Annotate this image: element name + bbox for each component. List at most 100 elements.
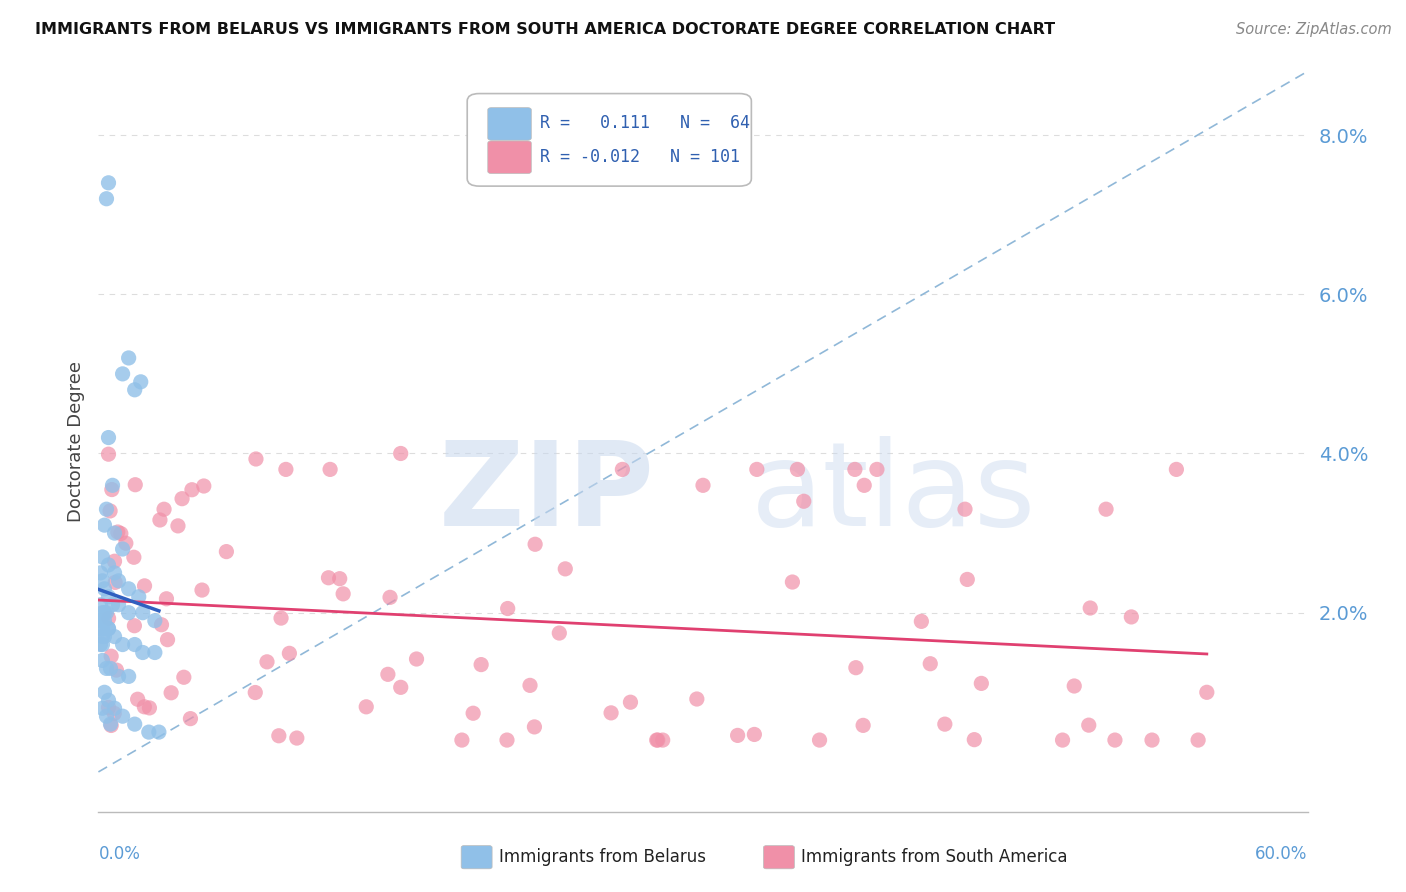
Point	[920, 657, 942, 671]
Point	[93, 630, 115, 644]
Point	[111, 638, 134, 652]
Point	[118, 606, 141, 620]
Point	[107, 598, 129, 612]
Point	[97, 622, 120, 636]
Point	[93, 685, 115, 699]
Point	[91, 638, 114, 652]
Point	[97, 447, 120, 461]
Point	[97, 611, 120, 625]
Point	[329, 572, 352, 586]
Text: atlas: atlas	[751, 436, 1036, 551]
Point	[91, 574, 114, 588]
FancyBboxPatch shape	[488, 108, 531, 140]
Text: IMMIGRANTS FROM BELARUS VS IMMIGRANTS FROM SOUTH AMERICA DOCTORATE DEGREE CORREL: IMMIGRANTS FROM BELARUS VS IMMIGRANTS FR…	[35, 22, 1056, 37]
Point	[1104, 733, 1126, 747]
Point	[612, 462, 634, 476]
Text: ZIP: ZIP	[439, 436, 655, 551]
FancyBboxPatch shape	[467, 94, 751, 186]
Point	[866, 462, 889, 476]
Point	[270, 611, 292, 625]
FancyBboxPatch shape	[488, 141, 531, 174]
Point	[93, 582, 115, 596]
Point	[89, 638, 111, 652]
Point	[745, 462, 768, 476]
Point	[96, 661, 118, 675]
Point	[389, 681, 412, 695]
Point	[103, 566, 125, 580]
Point	[143, 614, 166, 628]
Point	[124, 618, 146, 632]
Point	[100, 649, 122, 664]
Point	[548, 626, 571, 640]
Point	[215, 544, 238, 558]
Point	[97, 622, 120, 636]
Point	[727, 728, 749, 742]
Point	[91, 606, 114, 620]
Point	[114, 536, 136, 550]
Point	[138, 725, 160, 739]
Point	[91, 614, 114, 628]
Point	[97, 176, 120, 190]
Point	[91, 701, 114, 715]
Text: R =   0.111   N =  64: R = 0.111 N = 64	[540, 114, 749, 132]
Point	[744, 727, 766, 741]
Point	[104, 575, 127, 590]
Point	[181, 483, 204, 497]
Point	[934, 717, 956, 731]
Point	[155, 591, 177, 606]
Point	[160, 686, 183, 700]
Point	[1140, 733, 1163, 747]
Point	[782, 575, 804, 590]
Point	[1052, 733, 1074, 747]
Point	[956, 573, 979, 587]
Point	[470, 657, 492, 672]
Point	[332, 587, 354, 601]
Point	[124, 638, 146, 652]
Point	[1121, 610, 1143, 624]
Point	[111, 541, 134, 556]
Point	[647, 733, 669, 747]
Point	[96, 709, 118, 723]
Point	[124, 717, 146, 731]
Text: Immigrants from Belarus: Immigrants from Belarus	[499, 848, 706, 866]
Point	[1063, 679, 1085, 693]
Point	[97, 590, 120, 604]
Point	[524, 537, 547, 551]
Point	[852, 718, 875, 732]
Point	[103, 630, 125, 644]
Point	[89, 622, 111, 636]
Point	[100, 661, 122, 675]
Point	[100, 718, 122, 732]
Point	[96, 502, 118, 516]
Point	[100, 717, 122, 731]
Point	[496, 733, 519, 747]
Point	[193, 479, 215, 493]
Point	[118, 582, 141, 596]
Point	[191, 583, 214, 598]
Point	[156, 632, 179, 647]
Point	[132, 646, 155, 660]
Point	[93, 614, 115, 628]
Text: Immigrants from South America: Immigrants from South America	[801, 848, 1069, 866]
Point	[138, 701, 160, 715]
Point	[101, 478, 124, 492]
Point	[651, 733, 673, 747]
Point	[134, 699, 156, 714]
Point	[89, 614, 111, 628]
Point	[122, 550, 145, 565]
Point	[554, 562, 576, 576]
Point	[107, 524, 129, 539]
Point	[91, 622, 114, 636]
Point	[692, 478, 714, 492]
Point	[1095, 502, 1118, 516]
Point	[523, 720, 546, 734]
Point	[167, 519, 190, 533]
Text: 60.0%: 60.0%	[1256, 845, 1308, 863]
Point	[148, 725, 170, 739]
Point	[970, 676, 993, 690]
Point	[173, 670, 195, 684]
Point	[132, 606, 155, 620]
Point	[245, 685, 267, 699]
Point	[103, 706, 125, 721]
Point	[149, 513, 172, 527]
